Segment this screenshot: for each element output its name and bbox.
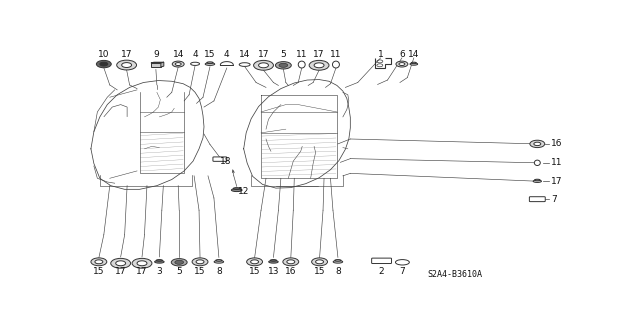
Ellipse shape: [239, 63, 250, 66]
Text: 11: 11: [330, 50, 342, 59]
FancyBboxPatch shape: [529, 197, 545, 202]
FancyBboxPatch shape: [372, 258, 392, 263]
Circle shape: [396, 61, 408, 67]
Polygon shape: [151, 62, 164, 63]
Circle shape: [132, 258, 152, 268]
Circle shape: [192, 258, 208, 266]
Circle shape: [116, 60, 136, 70]
Text: 6: 6: [399, 50, 404, 59]
Text: 10: 10: [98, 50, 109, 59]
Circle shape: [97, 60, 111, 68]
Circle shape: [246, 258, 262, 266]
Circle shape: [137, 261, 147, 266]
Circle shape: [95, 260, 103, 264]
Ellipse shape: [333, 260, 342, 263]
Text: 14: 14: [239, 50, 250, 59]
Text: 7: 7: [399, 267, 405, 276]
Circle shape: [530, 140, 545, 148]
Text: 17: 17: [121, 50, 132, 59]
Text: S2A4-B3610A: S2A4-B3610A: [428, 270, 482, 279]
Text: 14: 14: [408, 50, 419, 59]
Circle shape: [309, 60, 329, 70]
Ellipse shape: [155, 260, 164, 263]
Ellipse shape: [191, 62, 200, 65]
Circle shape: [175, 63, 181, 65]
Ellipse shape: [269, 260, 278, 263]
Polygon shape: [151, 63, 161, 67]
Ellipse shape: [214, 260, 223, 263]
Text: 13: 13: [268, 267, 279, 276]
Ellipse shape: [410, 63, 418, 65]
Circle shape: [399, 63, 405, 65]
Ellipse shape: [175, 260, 184, 264]
Ellipse shape: [205, 63, 214, 65]
Text: 15: 15: [204, 50, 216, 59]
Ellipse shape: [279, 63, 288, 67]
Text: 15: 15: [195, 267, 206, 276]
Text: 3: 3: [157, 267, 162, 276]
Circle shape: [316, 260, 324, 264]
Ellipse shape: [233, 188, 240, 189]
Text: 11: 11: [551, 158, 563, 167]
Ellipse shape: [156, 260, 163, 261]
Circle shape: [283, 258, 299, 266]
Text: 2: 2: [379, 267, 385, 276]
Ellipse shape: [172, 259, 187, 266]
Text: 16: 16: [285, 267, 296, 276]
Ellipse shape: [216, 260, 222, 261]
Ellipse shape: [534, 179, 540, 181]
Text: 18: 18: [220, 157, 232, 166]
Text: 14: 14: [173, 50, 184, 59]
Text: 4: 4: [192, 50, 198, 59]
Text: 17: 17: [258, 50, 269, 59]
FancyBboxPatch shape: [213, 157, 227, 161]
Text: 12: 12: [238, 187, 250, 196]
Circle shape: [259, 63, 269, 68]
Circle shape: [91, 258, 107, 266]
Text: 5: 5: [177, 267, 182, 276]
Ellipse shape: [275, 62, 291, 69]
Text: 15: 15: [93, 267, 104, 276]
Ellipse shape: [207, 62, 213, 63]
Text: 17: 17: [136, 267, 148, 276]
Ellipse shape: [298, 61, 305, 68]
Circle shape: [314, 63, 324, 68]
Circle shape: [287, 260, 295, 264]
Circle shape: [100, 62, 108, 66]
Circle shape: [122, 63, 132, 68]
Text: 9: 9: [153, 50, 159, 59]
Text: 17: 17: [115, 267, 127, 276]
Ellipse shape: [533, 180, 541, 182]
Text: 17: 17: [314, 50, 325, 59]
Text: 4: 4: [224, 50, 230, 59]
Ellipse shape: [412, 62, 417, 63]
Ellipse shape: [270, 260, 276, 261]
Circle shape: [172, 61, 184, 67]
Text: 16: 16: [551, 139, 563, 148]
Ellipse shape: [332, 61, 339, 68]
Circle shape: [116, 261, 125, 266]
Polygon shape: [161, 62, 164, 67]
Text: 1: 1: [378, 50, 383, 59]
Ellipse shape: [232, 189, 242, 192]
Text: 7: 7: [551, 195, 557, 204]
Text: 8: 8: [335, 267, 340, 276]
Ellipse shape: [335, 260, 341, 261]
Text: 5: 5: [280, 50, 286, 59]
Circle shape: [251, 260, 259, 264]
Text: 15: 15: [314, 267, 325, 276]
Circle shape: [196, 260, 204, 264]
Text: 15: 15: [249, 267, 260, 276]
Circle shape: [253, 60, 273, 70]
Circle shape: [111, 258, 131, 268]
Text: 17: 17: [551, 177, 563, 186]
Circle shape: [534, 142, 541, 145]
Ellipse shape: [534, 160, 540, 166]
Text: 11: 11: [296, 50, 307, 59]
Circle shape: [312, 258, 328, 266]
Text: 8: 8: [216, 267, 221, 276]
Ellipse shape: [396, 260, 410, 265]
